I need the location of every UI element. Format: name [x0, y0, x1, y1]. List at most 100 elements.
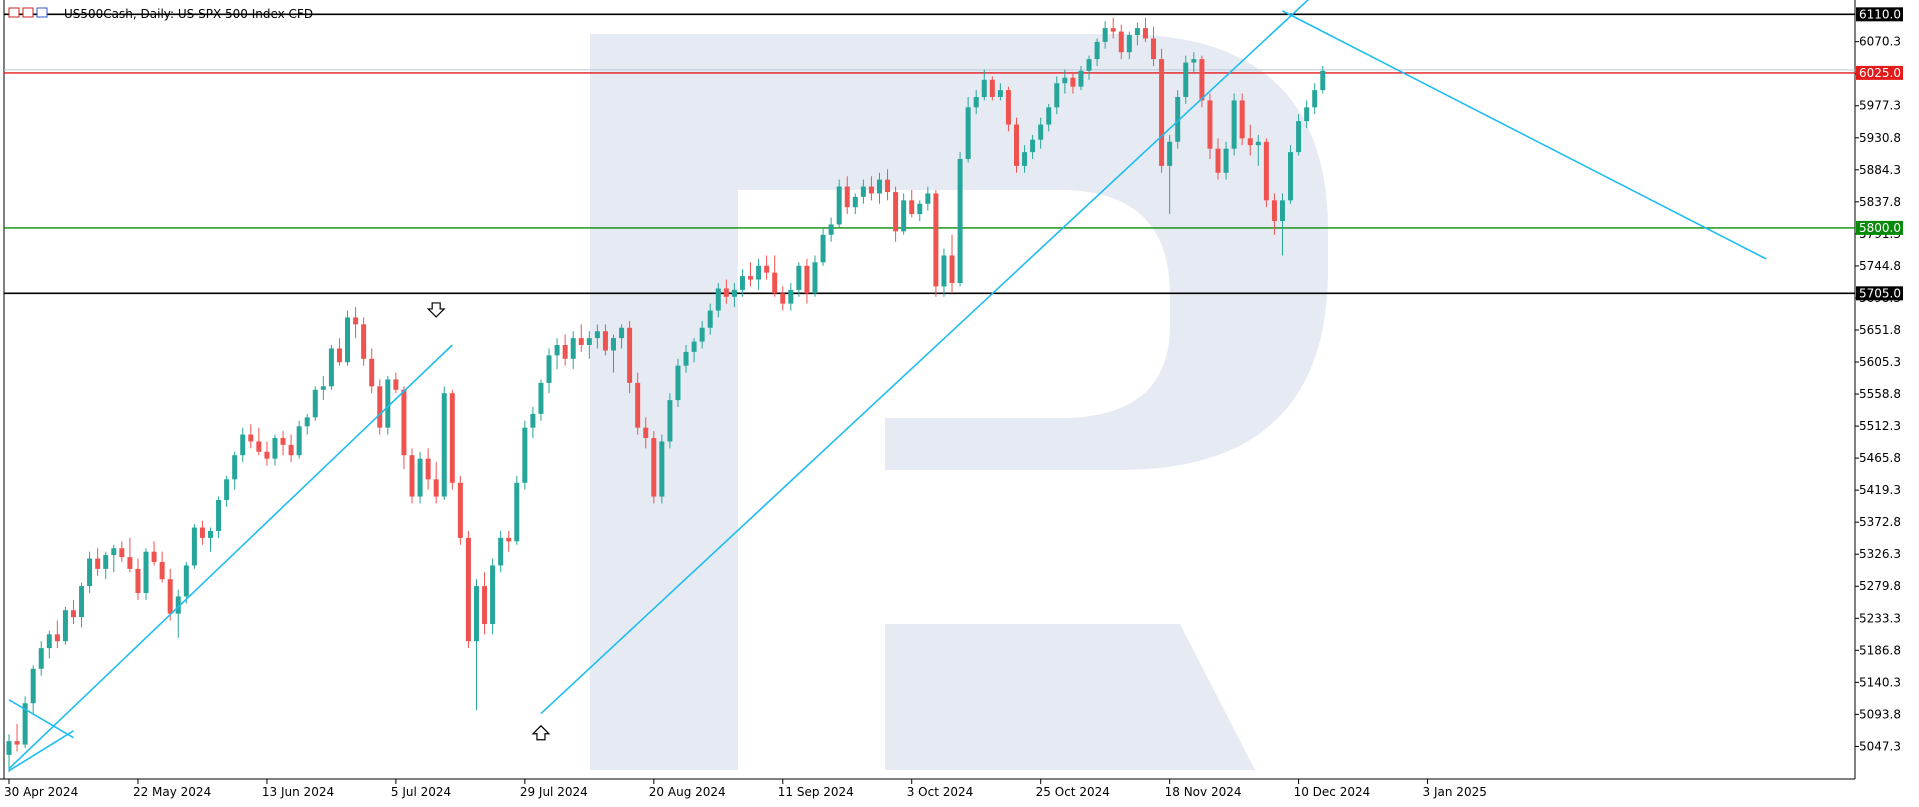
- candle: [1191, 52, 1197, 73]
- candle: [844, 176, 850, 215]
- x-tick-label: 30 Apr 2024: [4, 785, 78, 799]
- time-axis[interactable]: 30 Apr 2024 22 May 2024 13 Jun 2024 5 Jul 2…: [4, 779, 1487, 799]
- candle-body: [498, 537, 504, 566]
- candle: [465, 531, 471, 649]
- candle: [1102, 21, 1108, 49]
- price-axis[interactable]: 6070.36023.75977.35930.85884.35837.85791…: [1855, 7, 1903, 753]
- candle: [336, 338, 342, 366]
- candle-body: [1014, 124, 1019, 166]
- candle: [30, 665, 36, 714]
- candle: [248, 424, 254, 449]
- bars-icon[interactable]: [22, 7, 34, 18]
- candle-body: [401, 389, 407, 456]
- candle: [417, 451, 423, 504]
- indicator-icon[interactable]: [36, 7, 48, 18]
- candle-body: [1288, 152, 1294, 201]
- candle-body: [159, 562, 165, 580]
- candle: [377, 379, 383, 435]
- candle: [659, 434, 665, 504]
- candle-body: [377, 386, 383, 428]
- candle: [997, 83, 1003, 101]
- candle-body: [336, 348, 342, 363]
- candle: [707, 303, 713, 335]
- candle-body: [635, 382, 641, 428]
- candle-body: [659, 441, 665, 497]
- candle-body: [1078, 70, 1084, 87]
- candle-body: [224, 479, 230, 500]
- candle: [1223, 141, 1229, 180]
- y-tick-label: 5605.3: [1859, 355, 1901, 369]
- candle-body: [1247, 138, 1253, 146]
- horizontal-levels[interactable]: [4, 13, 1855, 295]
- candle-body: [707, 310, 713, 328]
- candle: [739, 269, 745, 297]
- candle: [602, 324, 608, 356]
- candle-body: [473, 586, 479, 642]
- candle-body: [796, 265, 802, 290]
- candle: [1134, 22, 1140, 46]
- candle: [345, 310, 351, 366]
- candle: [95, 548, 101, 576]
- candle: [925, 186, 931, 211]
- candle-body: [1191, 59, 1197, 63]
- y-tick-label: 5744.8: [1859, 259, 1901, 273]
- candle-body: [683, 351, 689, 366]
- candle: [965, 97, 971, 163]
- candle-body: [240, 434, 246, 456]
- trendline[interactable]: [1282, 10, 1767, 260]
- candle: [1086, 55, 1092, 80]
- candle-body: [570, 338, 576, 359]
- candle: [1320, 66, 1326, 94]
- candle: [1215, 138, 1221, 180]
- candle-body: [457, 482, 463, 538]
- candle-body: [844, 186, 850, 208]
- candle: [772, 255, 778, 297]
- trendlines[interactable]: [8, 0, 1767, 772]
- candle-body: [522, 427, 528, 483]
- y-tick-label: 5233.3: [1859, 611, 1901, 625]
- candle: [546, 348, 552, 394]
- candle: [393, 372, 399, 394]
- chart-type-icon[interactable]: [8, 7, 20, 18]
- candle: [570, 331, 576, 370]
- level-price-tag[interactable]: 5705.0: [1856, 286, 1903, 301]
- level-price-tag[interactable]: 6025.0: [1856, 65, 1903, 80]
- candle-body: [836, 186, 842, 225]
- candle: [135, 558, 141, 600]
- candle-body: [111, 548, 117, 556]
- level-price-tag[interactable]: 6110.0: [1856, 7, 1903, 21]
- candle-body: [1070, 77, 1076, 87]
- candle: [909, 190, 915, 218]
- y-tick-label: 5977.3: [1859, 99, 1901, 113]
- candle: [715, 283, 721, 318]
- x-tick-label: 13 Jun 2024: [262, 785, 334, 799]
- candle: [385, 376, 391, 435]
- candle-body: [820, 234, 826, 263]
- candle-body: [514, 482, 520, 542]
- trendline[interactable]: [8, 344, 453, 770]
- candle-body: [135, 568, 141, 593]
- candle-body: [320, 386, 326, 390]
- candle-body: [594, 331, 600, 339]
- candle-body: [675, 365, 681, 401]
- x-tick-label: 25 Oct 2024: [1036, 785, 1110, 799]
- trendline[interactable]: [8, 730, 74, 772]
- candle: [1054, 76, 1060, 115]
- trendline[interactable]: [540, 0, 1315, 715]
- trendline[interactable]: [8, 699, 74, 739]
- candle-body: [1038, 124, 1044, 140]
- candle: [1078, 66, 1084, 91]
- candle-body: [199, 527, 205, 538]
- candle: [989, 76, 995, 101]
- candle: [38, 641, 44, 676]
- candle: [651, 431, 657, 504]
- candle-body: [95, 558, 101, 569]
- level-price-tag[interactable]: 5800.0: [1856, 220, 1903, 235]
- candle: [1175, 90, 1181, 149]
- candle-body: [167, 579, 173, 614]
- candle-body: [691, 341, 697, 352]
- candle: [514, 475, 520, 545]
- candle-body: [441, 393, 447, 497]
- candle-body: [248, 434, 254, 442]
